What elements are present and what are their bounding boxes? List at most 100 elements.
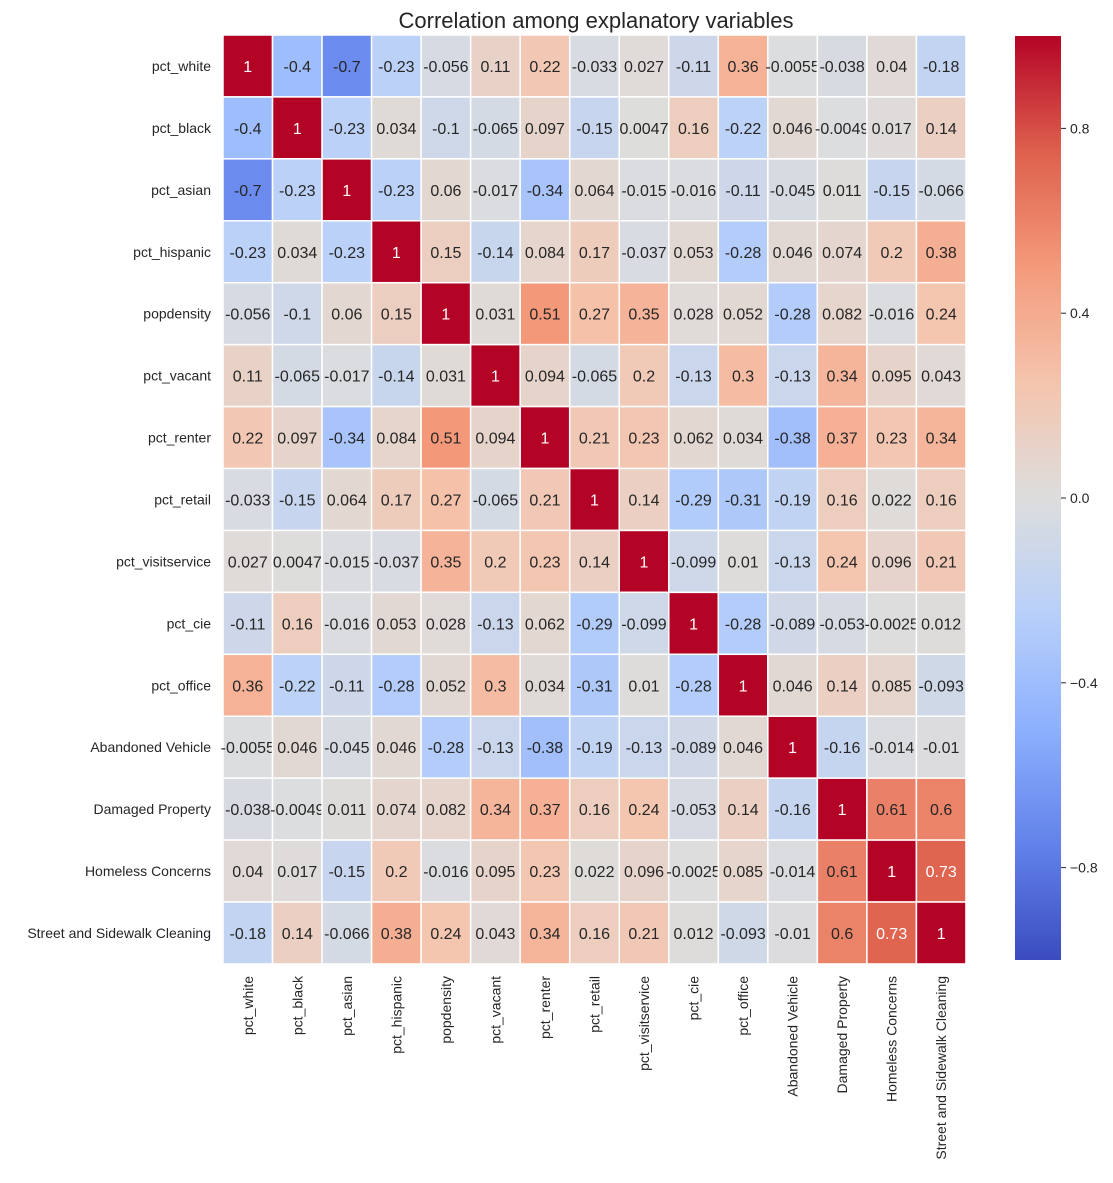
y-tick-label: Damaged Property: [93, 801, 211, 817]
heatmap-cell: [816, 96, 868, 160]
cell-value-label: 0.16: [579, 926, 610, 943]
cell-value-label: -0.066: [324, 926, 369, 943]
x-tick-label: Street and Sidewalk Cleaning: [933, 976, 949, 1160]
cell-value-label: -0.4: [284, 59, 312, 76]
cell-value-label: 0.22: [232, 431, 263, 448]
heatmap-cell: [568, 405, 620, 470]
heatmap-cell: [469, 281, 521, 346]
heatmap-cell: [469, 901, 521, 965]
cell-value-label: 0.14: [628, 492, 659, 509]
heatmap-cell: [519, 777, 571, 841]
heatmap-cell: [866, 96, 918, 160]
heatmap-cell: [717, 715, 769, 779]
cell-value-label: 0.73: [926, 864, 957, 881]
cell-value-label: -0.01: [774, 926, 811, 943]
cell-value-label: 0.24: [430, 926, 461, 943]
heatmap-cell: [915, 529, 967, 594]
heatmap-cell: [519, 591, 571, 656]
heatmap-cell: [222, 901, 274, 965]
colorbar-tick-label: −0.8: [1070, 860, 1098, 876]
heatmap-cell: [767, 591, 819, 656]
heatmap-cell: [767, 529, 819, 594]
cell-value-label: 0.085: [872, 678, 912, 695]
heatmap-cell: [866, 34, 918, 98]
heatmap-cell: [469, 343, 521, 408]
cell-value-label: -0.017: [324, 369, 369, 386]
heatmap-cell: [321, 529, 373, 594]
heatmap-cell: [519, 529, 571, 594]
heatmap-cell: [222, 343, 274, 408]
heatmap-cell: [469, 653, 521, 717]
cell-value-label: 0.043: [921, 369, 961, 386]
heatmap-cell: [420, 467, 472, 532]
cell-value-label: 0.017: [277, 864, 317, 881]
heatmap-cell: [370, 96, 422, 160]
cell-value-label: 0.24: [926, 307, 957, 324]
y-tick-labels: pct_white pct_black pct_asian pct_hispanicp…: [27, 58, 212, 941]
heatmap-cell: [370, 529, 422, 594]
cell-value-label: 0.022: [872, 492, 912, 509]
heatmap-cell: [370, 901, 422, 965]
heatmap-cell: [222, 777, 274, 841]
heatmap-cell: [618, 220, 670, 284]
cell-value-label: 0.064: [574, 183, 614, 200]
cell-value-label: -0.23: [378, 59, 415, 76]
cell-value-label: -0.045: [324, 740, 369, 757]
cell-value-label: -0.38: [527, 740, 564, 757]
heatmap-cell: [222, 96, 274, 160]
cell-value-label: -0.28: [675, 678, 712, 695]
cell-value-label: -0.31: [576, 678, 613, 695]
cell-value-label: 1: [293, 121, 302, 138]
heatmap-cell: [767, 96, 819, 160]
heatmap-cell: [519, 281, 571, 346]
heatmap-cell: [469, 96, 521, 160]
cell-value-label: 0.2: [385, 864, 407, 881]
cell-value-label: 0.27: [430, 492, 461, 509]
cell-value-label: -0.16: [774, 802, 811, 819]
cell-value-label: 0.012: [921, 616, 961, 633]
heatmap-cell: [767, 281, 819, 346]
cell-value-label: 0.074: [822, 245, 862, 262]
cell-value-label: -0.29: [675, 492, 712, 509]
cell-value-label: -0.014: [869, 740, 914, 757]
cell-value-label: 0.097: [525, 121, 565, 138]
cell-value-label: 0.074: [376, 802, 416, 819]
cell-value-label: 0.0047: [620, 121, 669, 138]
cell-value-label: 0.034: [376, 121, 416, 138]
heatmap-cell: [271, 467, 323, 532]
cell-value-label: -0.01: [923, 740, 960, 757]
heatmap-cell: [618, 529, 670, 594]
heatmap-cell: [370, 281, 422, 346]
cell-value-label: -0.23: [329, 245, 366, 262]
cell-value-label: 0.14: [282, 926, 313, 943]
heatmap-cell: [717, 529, 769, 594]
x-tick-label: Abandoned Vehicle: [785, 976, 801, 1097]
heatmap-cell: [866, 467, 918, 532]
x-tick-label: pct_black: [289, 975, 305, 1035]
y-tick-label: pct_cie: [167, 615, 212, 631]
heatmap-cell: [915, 96, 967, 160]
cell-value-label: 0.046: [773, 245, 813, 262]
heatmap-cell: [469, 405, 521, 470]
cell-value-label: 0.031: [426, 369, 466, 386]
cell-value-label: 0.2: [881, 245, 903, 262]
cell-value-label: -0.15: [576, 121, 613, 138]
cell-value-label: -0.22: [279, 678, 316, 695]
cell-value-label: -0.16: [824, 740, 861, 757]
cell-value-label: 0.27: [579, 307, 610, 324]
cell-value-label: 0.38: [926, 245, 957, 262]
heatmap-cell: [469, 220, 521, 284]
cell-value-label: 0.085: [723, 864, 763, 881]
cell-value-label: 0.37: [529, 802, 560, 819]
cell-value-label: -0.11: [230, 616, 265, 633]
cell-value-label: 0.34: [480, 802, 511, 819]
cell-value-label: 0.028: [674, 307, 714, 324]
cell-value-label: -0.11: [676, 59, 711, 76]
cell-value-label: 0.097: [277, 431, 317, 448]
cell-value-label: 0.012: [674, 926, 714, 943]
cell-value-label: -0.016: [671, 183, 716, 200]
heatmap-cell: [568, 34, 620, 98]
cell-value-label: 0.084: [376, 431, 416, 448]
heatmap-cell: [668, 591, 720, 656]
cell-value-label: 0.053: [376, 616, 416, 633]
